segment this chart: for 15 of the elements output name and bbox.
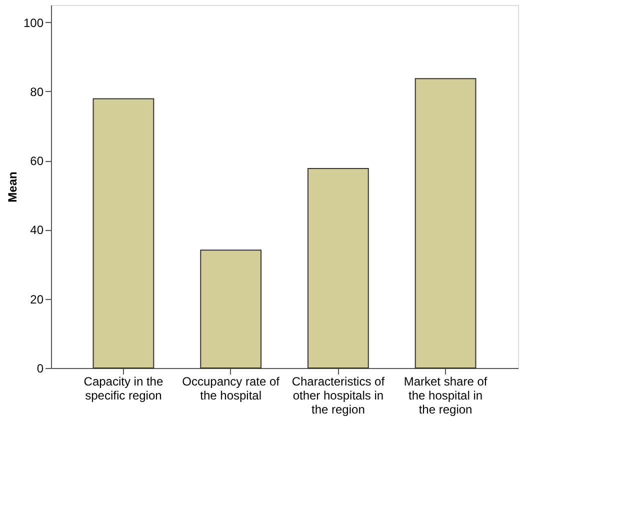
- bar: [92, 98, 154, 368]
- y-tick-label: 40: [30, 223, 44, 238]
- bar: [307, 168, 369, 368]
- bar: [414, 78, 476, 368]
- x-tick-label: Capacity in the specific region: [84, 374, 164, 402]
- x-tick-label: Characteristics of other hospitals in the region: [292, 374, 386, 416]
- bar: [200, 250, 262, 368]
- x-tick-label: Market share of the hospital in the region: [404, 374, 488, 416]
- x-tick-label: Occupancy rate of the hospital: [182, 374, 280, 402]
- y-tick-label: 100: [23, 16, 44, 30]
- y-axis-title: Mean: [5, 172, 20, 202]
- y-tick-label: 0: [36, 362, 44, 376]
- y-tick-label: 80: [30, 84, 44, 99]
- y-tick-label: 20: [30, 292, 44, 306]
- y-tick-label: 60: [30, 154, 44, 168]
